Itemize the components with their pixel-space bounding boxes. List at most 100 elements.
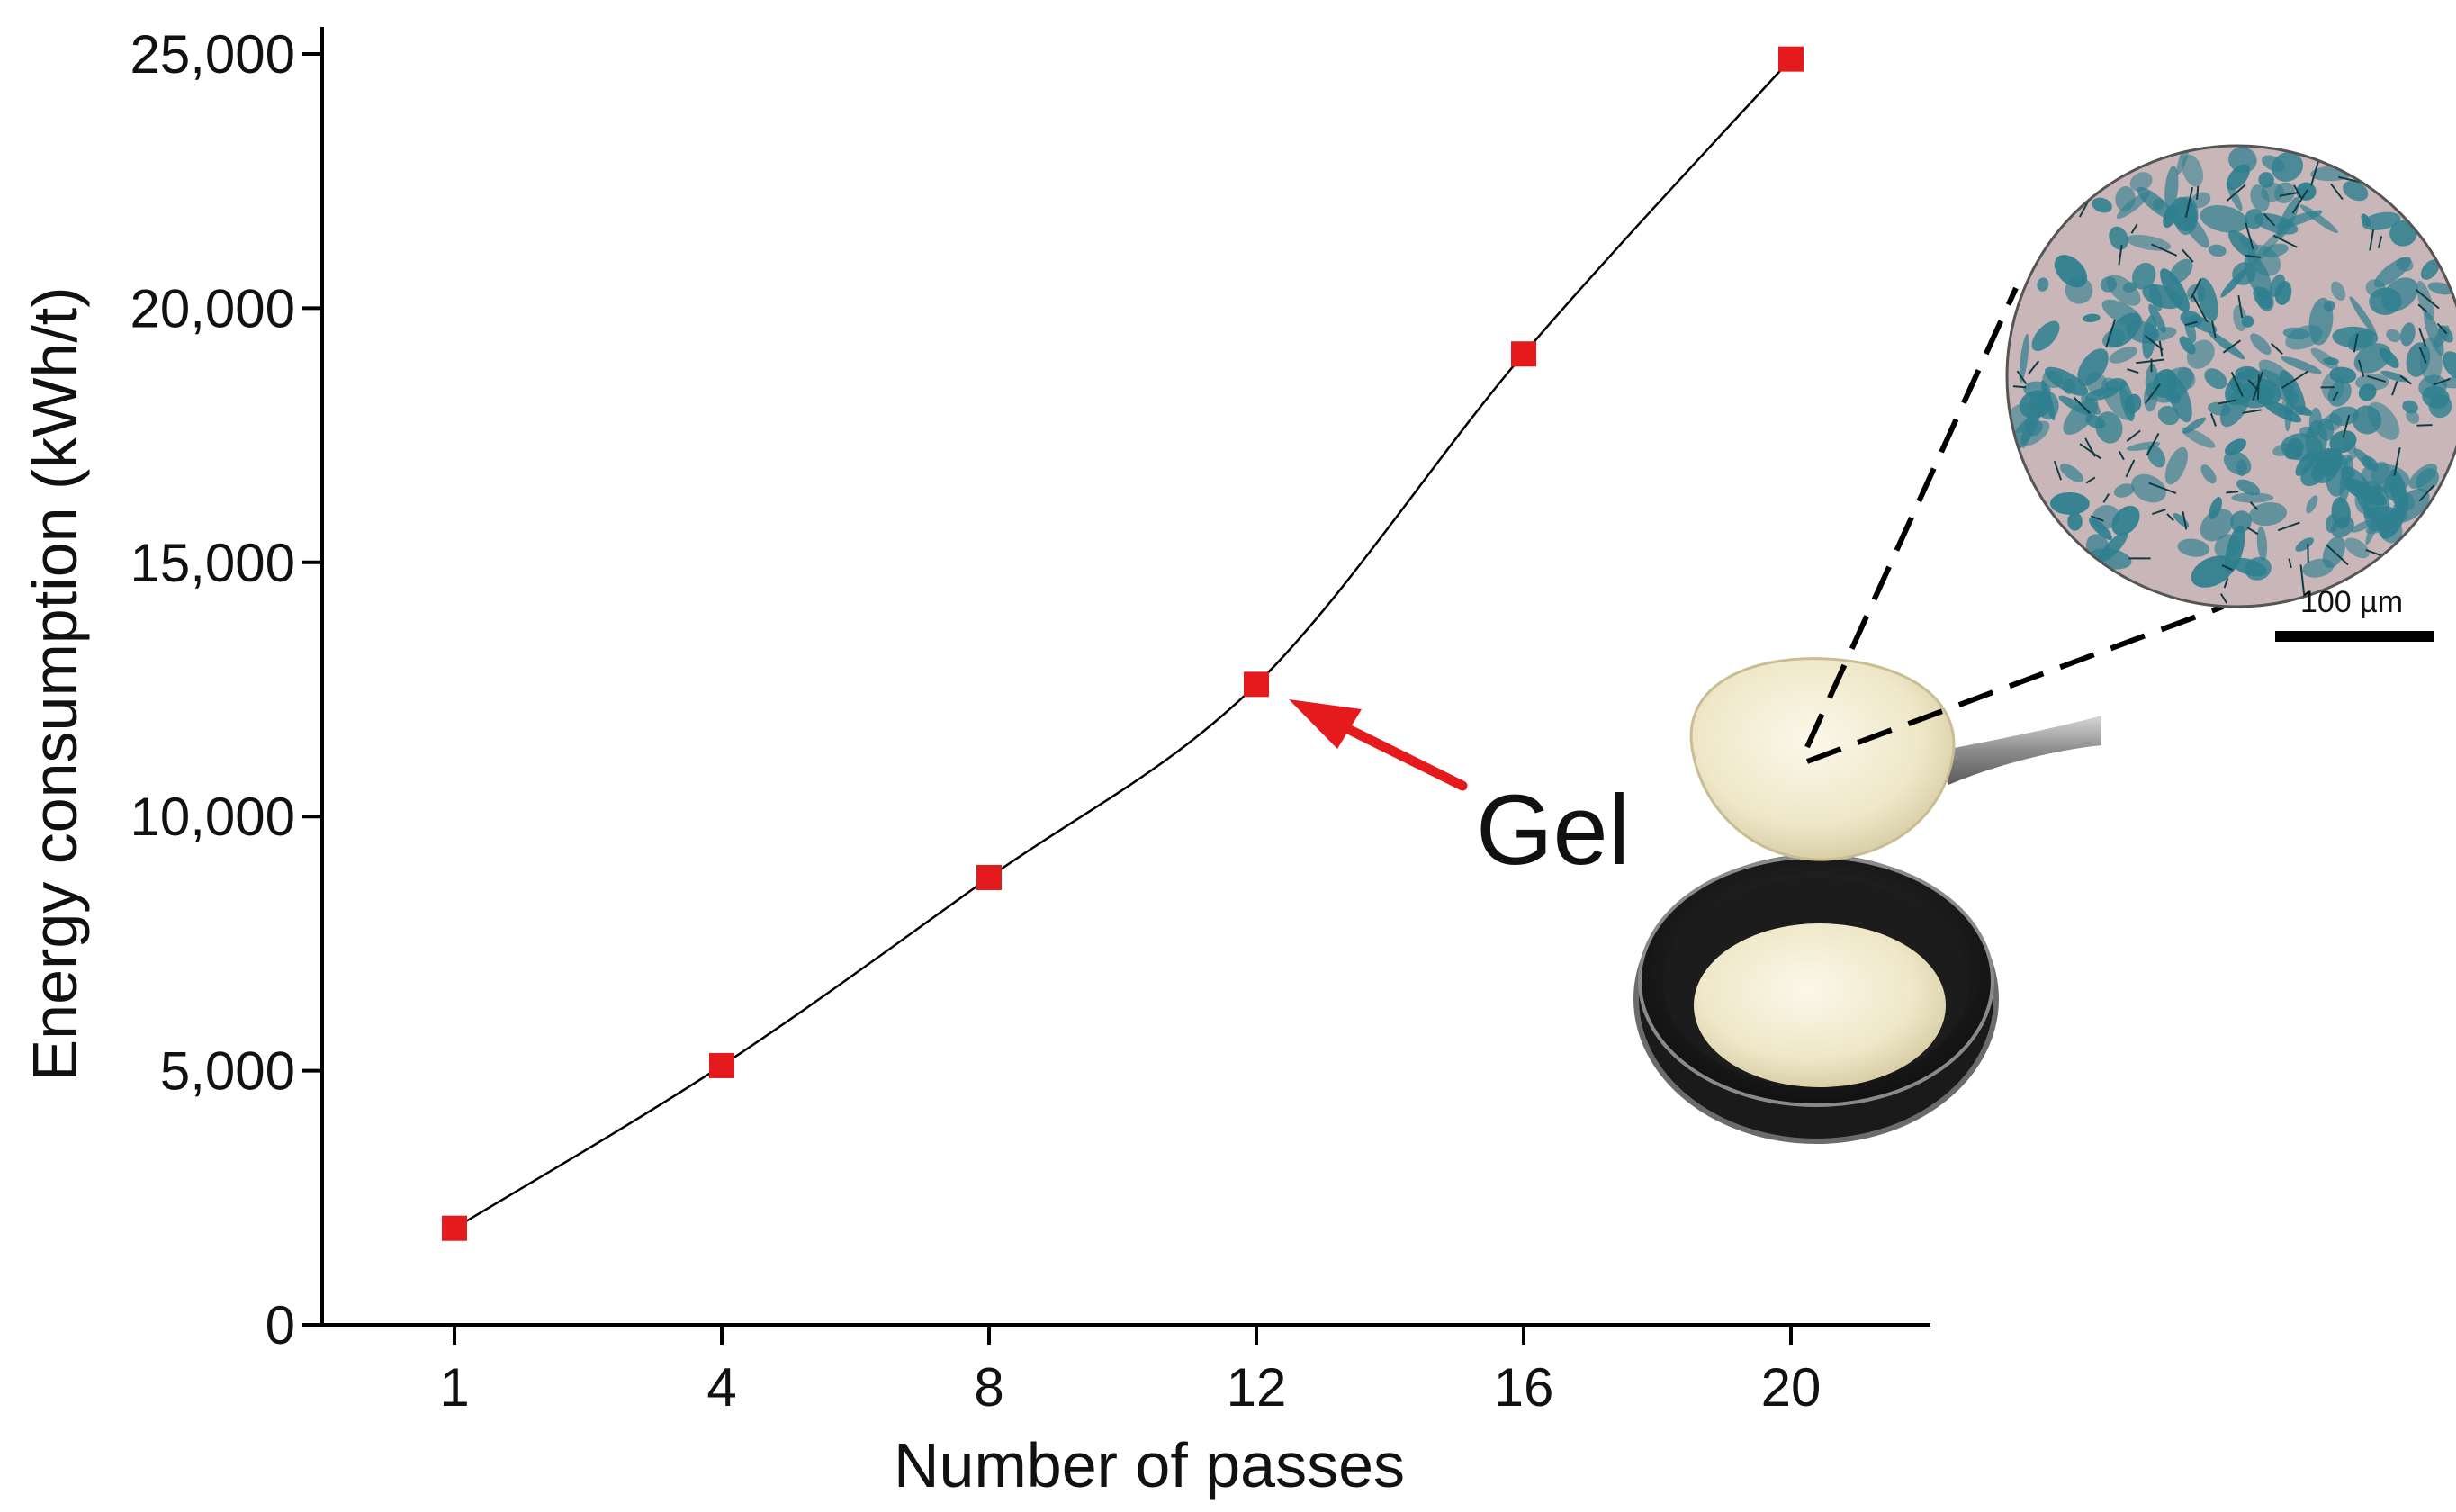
- fiber-blob: [2230, 510, 2252, 533]
- fiber-strand: [2118, 450, 2125, 461]
- fiber-blob: [2113, 483, 2135, 498]
- fiber-blob: [2092, 197, 2112, 213]
- fiber-strand: [2418, 484, 2435, 502]
- fiber-strand: [2127, 368, 2139, 374]
- fiber-strand: [2399, 374, 2412, 385]
- fiber-blob: [2231, 492, 2274, 503]
- fiber-strand: [2053, 460, 2063, 481]
- data-point-marker: [442, 1215, 467, 1241]
- spoon-bowl: [1689, 657, 1956, 861]
- x-tick-label: 4: [706, 1357, 736, 1418]
- y-axis-title: Energy consumption (kWh/t): [20, 286, 90, 1081]
- fiber-strand: [2217, 399, 2236, 405]
- fiber-blob: [2200, 204, 2248, 233]
- fiber-blob: [2434, 325, 2450, 348]
- fiber-strand: [2288, 558, 2292, 569]
- fiber-strand: [2146, 433, 2160, 456]
- fiber-strand: [2085, 476, 2096, 484]
- fiber-blob: [2105, 377, 2127, 392]
- fiber-strand: [2079, 200, 2090, 218]
- fiber-blob: [2020, 412, 2034, 449]
- dish-gel: [1694, 923, 1946, 1087]
- fiber-blob: [2182, 417, 2207, 434]
- fiber-blob: [2376, 513, 2403, 544]
- fiber-blob: [2402, 400, 2418, 414]
- fiber-strand: [2366, 374, 2387, 382]
- fiber-blob: [2129, 172, 2153, 192]
- fiber-strand: [2166, 513, 2174, 521]
- fiber-blob: [2228, 147, 2257, 174]
- fiber-blob: [2059, 464, 2083, 482]
- fiber-strand: [2230, 372, 2244, 397]
- fiber-blob: [2232, 557, 2267, 577]
- y-tick-label: 5,000: [160, 1041, 295, 1102]
- fiber-strand: [2126, 429, 2141, 442]
- fiber-blob: [2228, 230, 2256, 258]
- fiber-blob: [2349, 296, 2378, 337]
- fiber-blob: [2324, 413, 2343, 431]
- fiber-strand: [2263, 213, 2276, 227]
- fiber-blob: [2241, 315, 2254, 328]
- fiber-strand: [2118, 244, 2123, 266]
- fiber-blob: [2031, 320, 2060, 352]
- fiber-blob: [2058, 395, 2092, 416]
- fiber-strand: [2242, 409, 2262, 414]
- fiber-strand: [2190, 278, 2202, 299]
- zoom-line-upper: [1804, 286, 2019, 749]
- fiber-blob: [2042, 370, 2064, 389]
- gel-arrow-head: [1289, 699, 1362, 749]
- fiber-blob: [2208, 330, 2245, 360]
- fiber-strand: [2196, 185, 2200, 200]
- x-tick-label: 12: [1227, 1357, 1287, 1418]
- fiber-blob: [2381, 277, 2418, 311]
- y-tick-label: 10,000: [130, 787, 295, 847]
- fiber-blob: [2295, 537, 2314, 552]
- x-ticks: 1 4 8 12 16 20: [439, 1325, 1821, 1418]
- fiber-blob: [2427, 282, 2454, 295]
- fiber-strand: [2184, 320, 2198, 327]
- fiber-blob: [2344, 537, 2370, 559]
- gel-label: Gel: [1476, 775, 1630, 886]
- fiber-blob: [2379, 347, 2399, 369]
- fiber-blob: [2152, 366, 2194, 403]
- fiber-blob: [2148, 303, 2166, 333]
- fiber-strand: [2246, 526, 2259, 536]
- y-tick-label: 25,000: [130, 24, 295, 85]
- data-point-marker: [976, 864, 1002, 890]
- fiber-strand: [2144, 382, 2161, 405]
- fiber-strand: [2090, 515, 2104, 522]
- fiber-blob: [2164, 446, 2188, 485]
- fiber-blob: [2329, 366, 2357, 384]
- fiber-strand: [2271, 342, 2283, 356]
- fiber-blob: [2270, 274, 2286, 298]
- fiber-blob: [2302, 558, 2335, 578]
- series-line: [454, 58, 1792, 1229]
- fiber-blob: [2164, 166, 2179, 212]
- fiber-blob: [2081, 394, 2101, 415]
- fiber-blob: [2256, 526, 2268, 562]
- zoom-lines: [1804, 286, 2225, 764]
- fiber-blob: [2186, 339, 2215, 369]
- fiber-strand: [2158, 340, 2164, 357]
- fiber-blob: [2160, 268, 2190, 312]
- scale-bar-label: 100 µm: [2300, 585, 2403, 619]
- y-tick-label: 0: [265, 1295, 295, 1355]
- micrograph-border: [2005, 144, 2456, 608]
- fiber-blob: [2214, 534, 2240, 560]
- fiber-blob: [2416, 280, 2434, 321]
- fiber-strand: [2391, 381, 2398, 396]
- fiber-strand: [2102, 493, 2110, 503]
- fiber-blob: [2054, 255, 2088, 288]
- fiber-strand: [2416, 424, 2433, 427]
- fiber-blob: [2250, 333, 2272, 356]
- y-tick-label: 20,000: [130, 278, 295, 338]
- fiber-blob: [2244, 254, 2272, 301]
- fiber-blob: [2146, 445, 2166, 468]
- fiber-strand: [2245, 254, 2262, 258]
- fiber-blob: [2086, 372, 2109, 397]
- fiber-blob: [2124, 393, 2142, 414]
- fiber-blob: [2272, 443, 2296, 456]
- fiber-blob: [2095, 411, 2123, 444]
- fiber-strand: [2369, 229, 2375, 251]
- fiber-strand: [2184, 186, 2194, 218]
